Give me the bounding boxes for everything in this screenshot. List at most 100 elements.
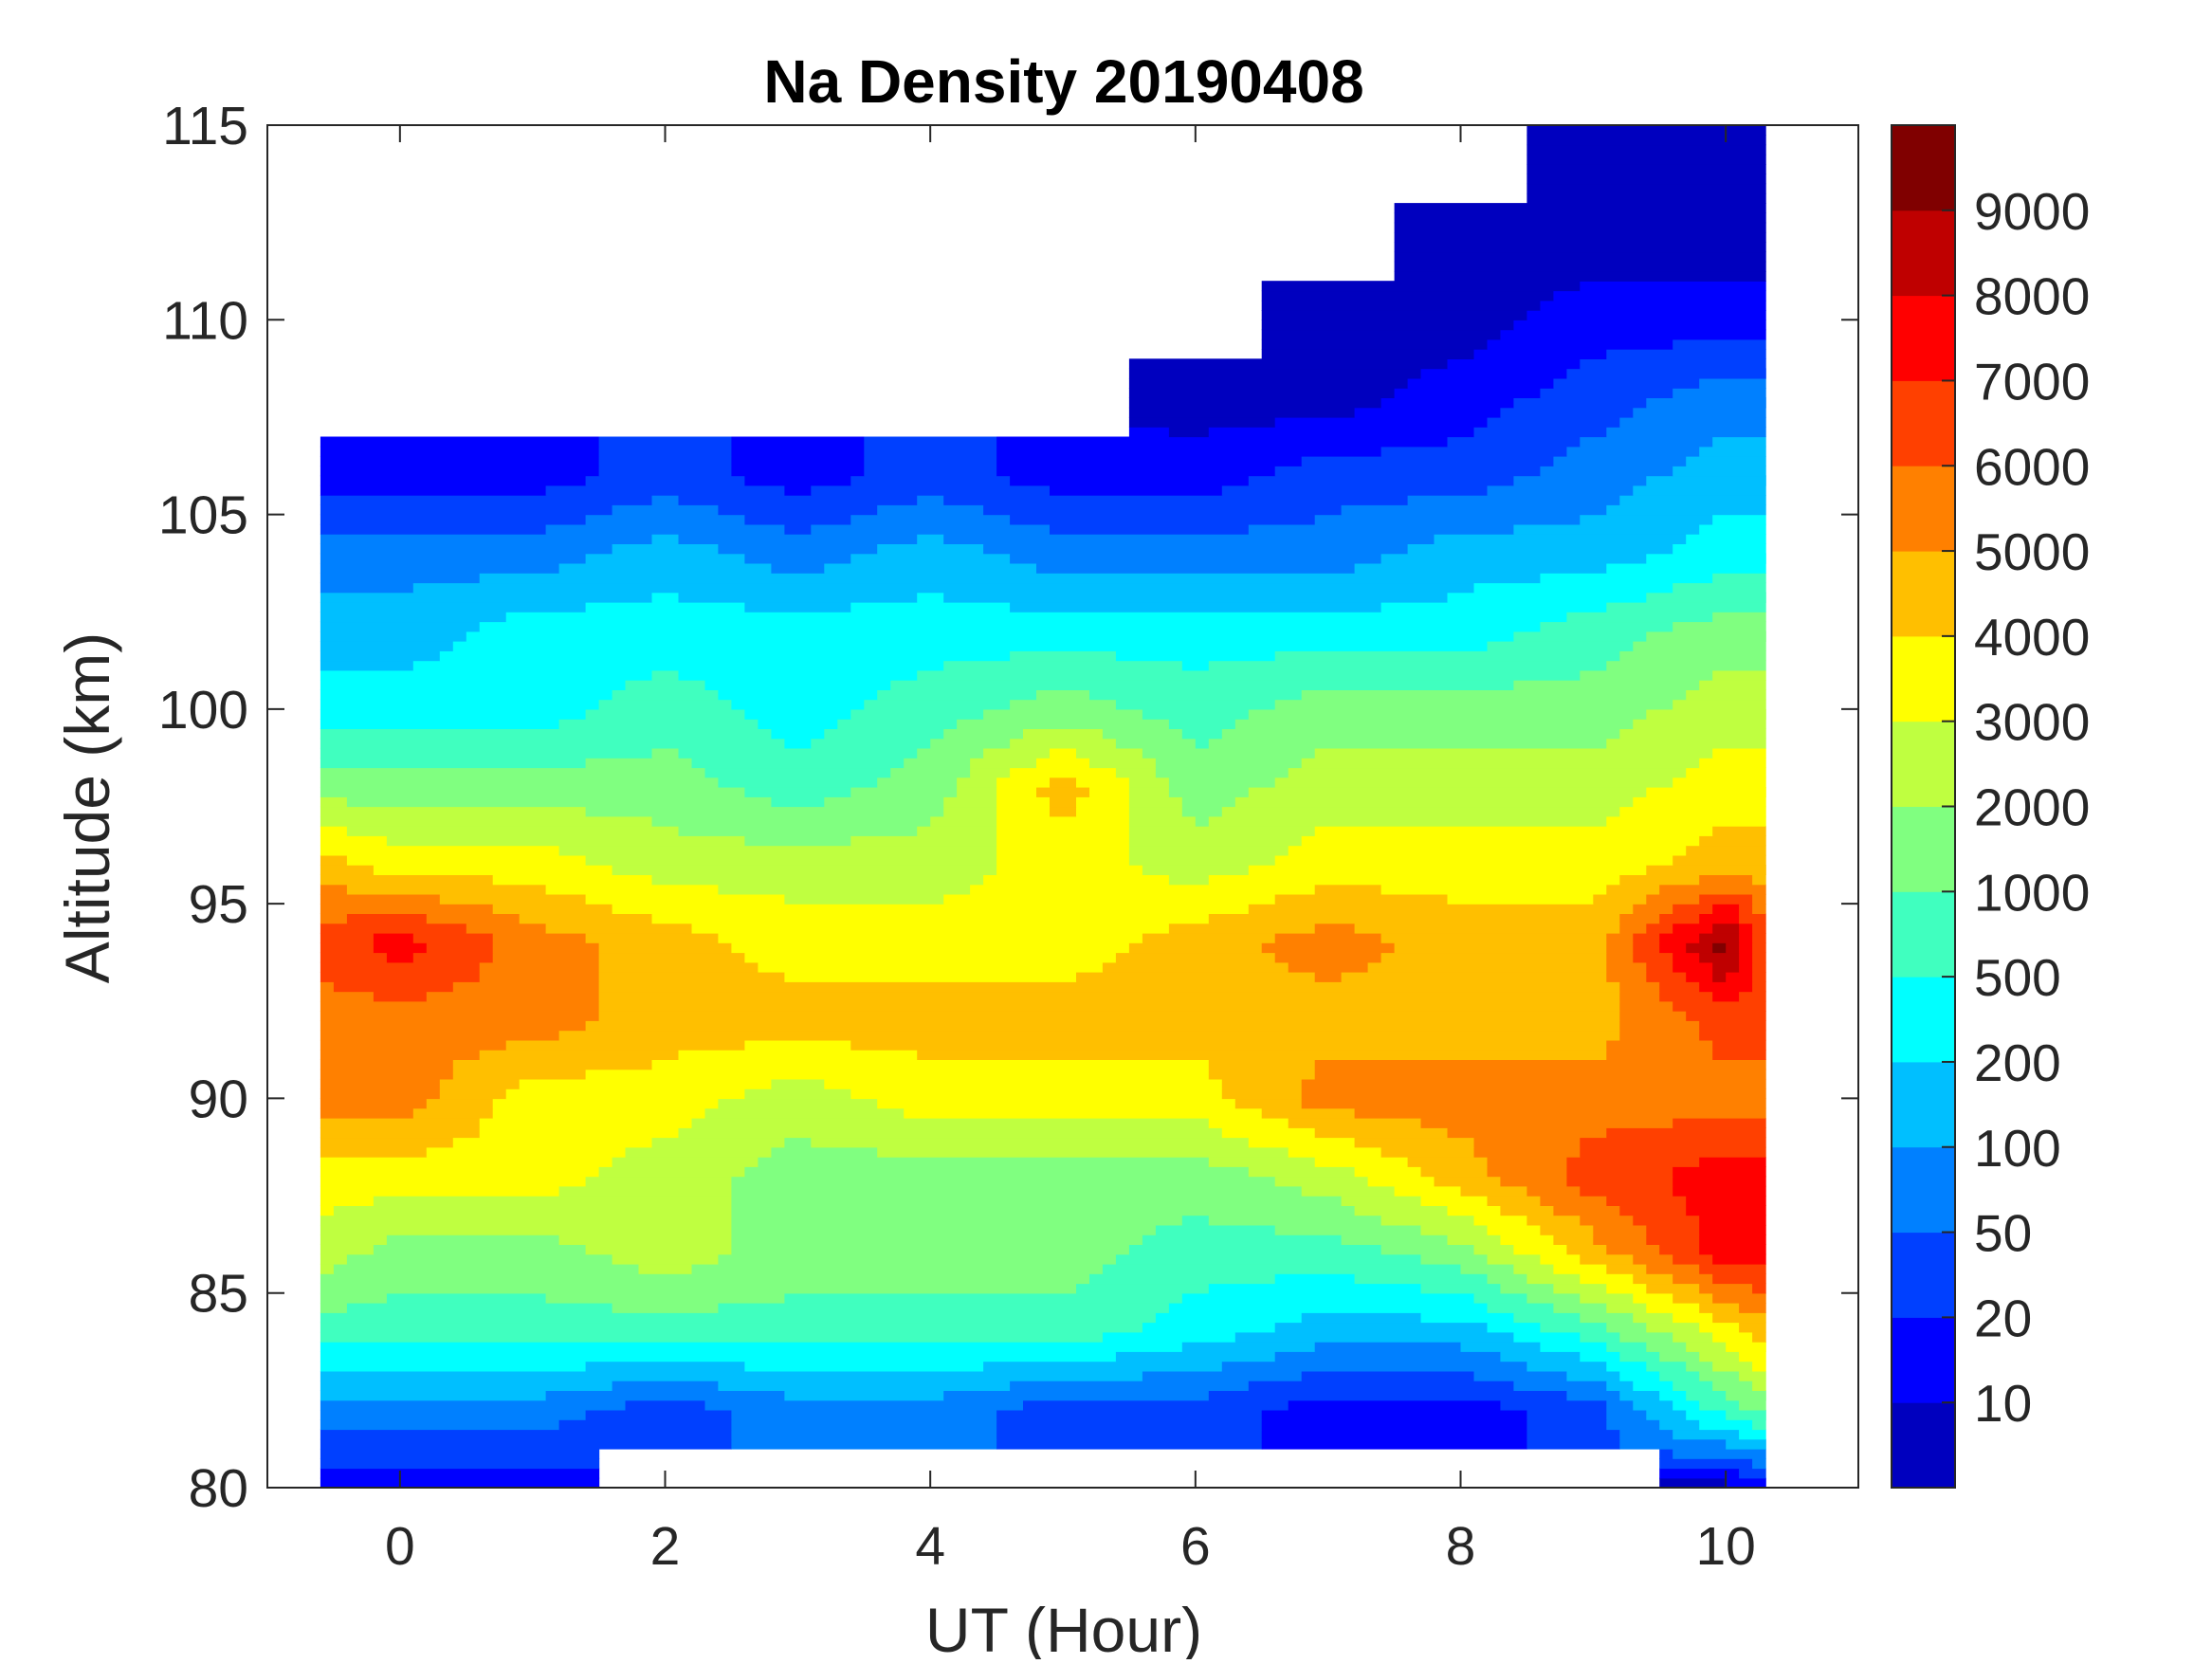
contour-cell — [1076, 1283, 1210, 1294]
contour-cell — [585, 1176, 732, 1187]
contour-cell — [1633, 719, 1766, 729]
contour-cell — [744, 1166, 1250, 1178]
contour-cell — [811, 1137, 1250, 1148]
contour-cell — [1526, 192, 1766, 204]
colorbar: 10 20 50 100 200 500 1000 2000 3000 4000 5000 6000 7… — [1891, 124, 2090, 1489]
contour-cell — [1208, 1059, 1316, 1070]
contour-cell — [1010, 514, 1316, 525]
contour-cell — [771, 1146, 878, 1158]
contour-cell — [1619, 923, 1647, 934]
contour-cell — [1142, 932, 1276, 943]
contour-cell — [651, 1137, 785, 1148]
contour-cell — [1128, 407, 1356, 418]
contour-cell — [811, 485, 1051, 496]
contour-cell — [1752, 923, 1766, 934]
contour-cell — [1274, 466, 1541, 477]
contour-cell — [612, 865, 997, 875]
contour-cell — [1673, 854, 1766, 866]
contour-cell — [320, 680, 627, 690]
contour-cell — [1712, 991, 1740, 1002]
contour-cell — [320, 689, 613, 701]
contour-cell — [1367, 961, 1607, 973]
contour-cell — [1646, 787, 1766, 797]
contour-cell — [1208, 738, 1607, 749]
contour-cell — [320, 612, 507, 623]
contour-cell — [877, 543, 984, 555]
contour-cell — [1566, 1166, 1673, 1178]
contour-cell — [545, 485, 785, 496]
contour-cell — [890, 767, 971, 778]
contour-cell — [1699, 1322, 1740, 1333]
contour-cell — [1487, 641, 1634, 651]
contour-cell — [625, 680, 705, 690]
contour-cell — [996, 456, 1303, 466]
contour-cell — [1314, 884, 1382, 895]
colorbar-band — [1892, 125, 1955, 211]
contour-cell — [1526, 144, 1766, 155]
contour-cell — [1394, 1185, 1462, 1197]
contour-cell — [1593, 893, 1647, 905]
contour-cell — [1128, 845, 1289, 856]
contour-cell — [1673, 338, 1766, 350]
contour-cell — [1526, 174, 1766, 185]
contour-cell — [1128, 427, 1170, 438]
contour-cell — [877, 689, 1037, 701]
contour-cell — [1699, 1370, 1740, 1381]
contour-cell — [1473, 1292, 1527, 1304]
contour-cell — [1540, 1224, 1594, 1235]
contour-cell — [346, 796, 772, 808]
contour-cell — [1659, 1477, 1727, 1489]
contour-cell — [1274, 952, 1382, 963]
contour-cell — [479, 1050, 679, 1060]
contour-cell — [1699, 913, 1740, 924]
contour-cell — [1606, 601, 1766, 613]
contour-cell — [1646, 553, 1766, 564]
contour-cell — [1023, 728, 1104, 740]
contour-cell — [1686, 942, 1713, 954]
contour-cell — [373, 932, 414, 943]
contour-cell — [1606, 1322, 1647, 1333]
contour-cell — [1314, 1157, 1409, 1167]
contour-cell — [1659, 1458, 1753, 1470]
contour-cell — [1314, 972, 1343, 982]
contour-cell — [1447, 1234, 1501, 1245]
contour-cell — [1208, 874, 1620, 886]
contour-cell — [1526, 1292, 1581, 1304]
colorbar-tick-label: 10 — [1974, 1374, 2032, 1433]
contour-cell — [771, 728, 825, 740]
contour-cell — [1142, 1322, 1276, 1333]
contour-cell — [320, 1273, 1090, 1285]
contour-cell — [1712, 1273, 1766, 1285]
contour-cell — [1633, 641, 1766, 651]
contour-cell — [1341, 1196, 1422, 1206]
contour-cell — [1036, 787, 1090, 797]
contour-cell — [1526, 125, 1766, 136]
contour-cell — [1739, 942, 1753, 954]
contour-cell — [1606, 1050, 1713, 1060]
contour-cell — [850, 1088, 1223, 1100]
contour-cell — [1673, 1176, 1766, 1187]
contour-cell — [917, 669, 1581, 681]
contour-cell — [1712, 669, 1766, 681]
contour-cell — [1394, 242, 1766, 253]
contour-cell — [1089, 1273, 1276, 1285]
contour-cell — [678, 592, 918, 603]
contour-cell — [1580, 1351, 1620, 1362]
contour-cell — [731, 942, 1130, 954]
contour-cell — [1686, 534, 1766, 544]
contour-cell — [1208, 427, 1475, 438]
contour-cell — [585, 601, 745, 613]
contour-cell — [320, 1107, 414, 1119]
contour-cell — [1619, 1331, 1673, 1343]
colorbar-band — [1892, 295, 1955, 381]
contour-cell — [1646, 1283, 1700, 1294]
contour-cell — [1526, 1215, 1581, 1226]
contour-cell — [1208, 1283, 1422, 1294]
contour-cell — [1699, 1234, 1766, 1245]
contour-cell — [320, 1078, 441, 1089]
contour-cell — [1726, 1390, 1766, 1401]
contour-cell — [1221, 1361, 1527, 1372]
contour-cell — [1142, 1370, 1303, 1381]
contour-cell — [320, 952, 388, 963]
contour-cell — [1686, 1342, 1727, 1352]
